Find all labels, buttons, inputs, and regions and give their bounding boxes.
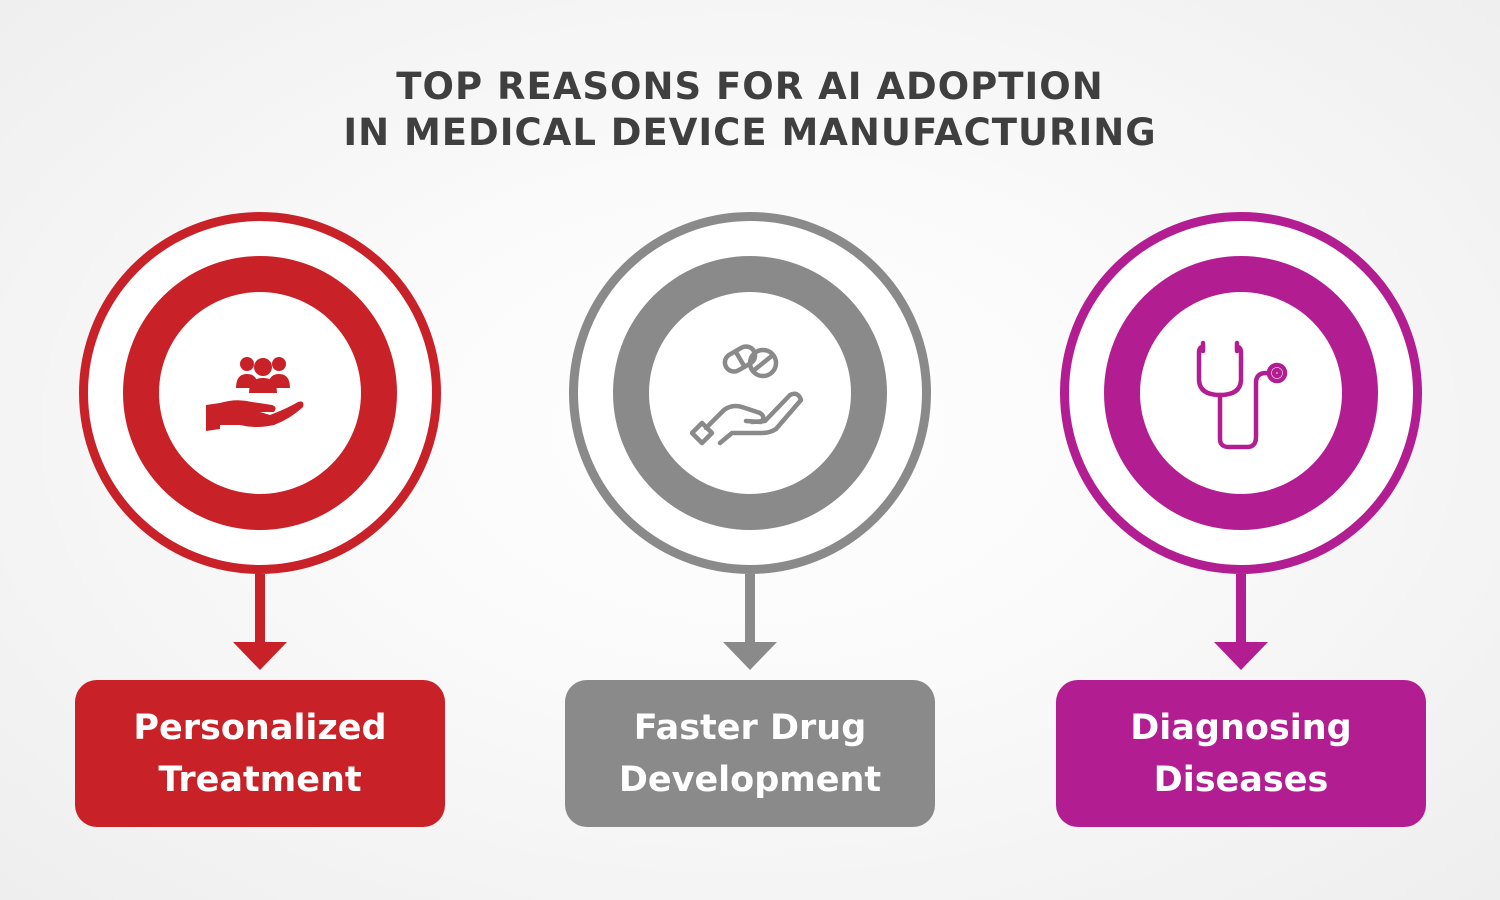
reason-label-box: Faster Drug Development — [565, 680, 935, 827]
reason-label-line-1: Faster Drug — [633, 707, 867, 748]
connector-line — [745, 574, 755, 648]
hand-holding-pills-icon — [690, 344, 804, 446]
reason-label-line-1: Personalized — [133, 707, 387, 748]
reason-card-faster-drug-development: Faster Drug Development — [565, 0, 939, 900]
inner-circle — [1140, 292, 1342, 494]
arrow-down-icon — [233, 642, 287, 670]
reason-label-box: Diagnosing Diseases — [1056, 680, 1426, 827]
reason-label-line-2: Development — [618, 759, 882, 800]
reason-card-personalized-treatment: Personalized Treatment — [75, 0, 449, 900]
reason-card-diagnosing-diseases: Diagnosing Diseases — [1056, 0, 1430, 900]
reason-label-box: Personalized Treatment — [75, 680, 445, 827]
hand-holding-people-icon — [206, 357, 304, 431]
stethoscope-icon — [1196, 340, 1288, 450]
arrow-down-icon — [723, 642, 777, 670]
arrow-down-icon — [1214, 642, 1268, 670]
page-title: TOP REASONS FOR AI ADOPTION IN MEDICAL D… — [0, 64, 1500, 156]
connector-line — [255, 574, 265, 648]
connector-line — [1236, 574, 1246, 648]
title-line-1: TOP REASONS FOR AI ADOPTION — [396, 65, 1104, 108]
title-line-2: IN MEDICAL DEVICE MANUFACTURING — [343, 111, 1157, 154]
inner-circle — [649, 292, 851, 494]
reason-label-line-1: Diagnosing — [1130, 707, 1352, 748]
reason-label-line-2: Treatment — [158, 759, 362, 800]
reason-label-line-2: Diseases — [1153, 759, 1329, 800]
